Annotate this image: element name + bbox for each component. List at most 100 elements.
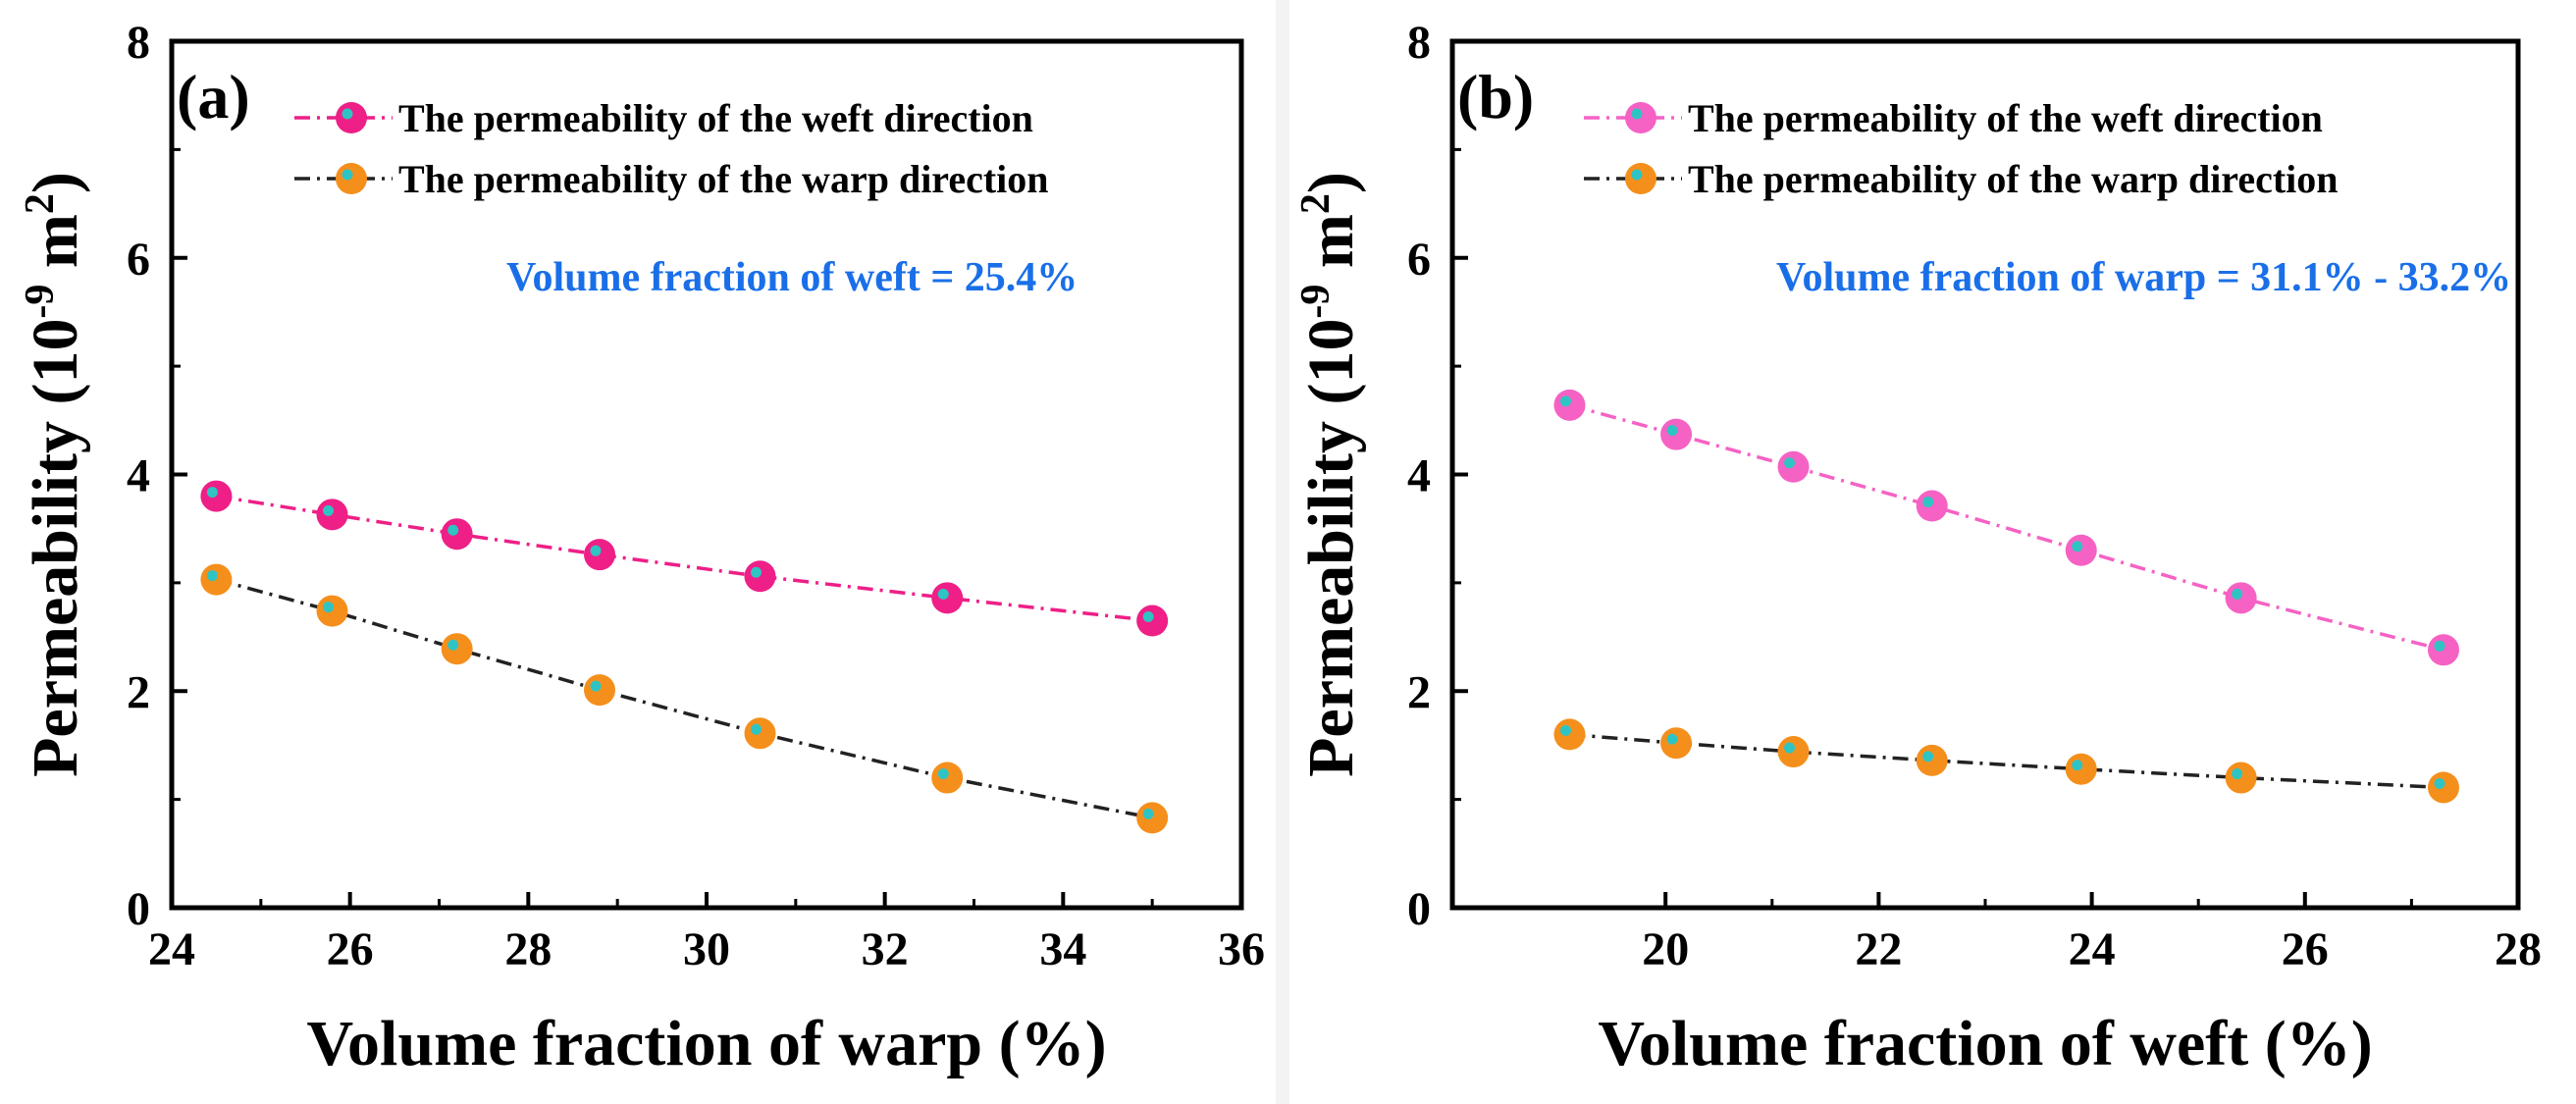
data-point-center <box>447 639 459 651</box>
data-point-center <box>937 768 949 780</box>
x-tick-label: 20 <box>1642 923 1689 975</box>
data-point-weft <box>2065 534 2097 566</box>
data-point-center <box>1666 733 1678 745</box>
y-axis-title: Permeability (10-9 m2) <box>18 172 91 777</box>
x-tick-label: 24 <box>148 923 195 975</box>
y-tick-label: 6 <box>127 234 150 286</box>
y-tick-label: 2 <box>127 666 150 718</box>
data-point-warp <box>200 563 233 596</box>
series-line-weft <box>216 494 1153 623</box>
y-tick-label: 8 <box>1407 17 1431 69</box>
series-line-weft <box>1568 403 2445 653</box>
x-axis-title: Volume fraction of warp (%) <box>306 1008 1106 1079</box>
data-point-center <box>2434 640 2445 652</box>
data-point-warp <box>1660 727 1693 760</box>
data-point-center <box>1922 497 1934 508</box>
data-point-weft <box>1660 418 1693 450</box>
data-point-warp <box>584 674 615 707</box>
legend-label: The permeability of the warp direction <box>1688 157 2339 201</box>
data-point-warp <box>1777 736 1810 768</box>
data-point-center <box>1559 724 1571 736</box>
data-point-center <box>323 504 334 516</box>
x-tick-label: 34 <box>1039 923 1086 975</box>
data-point-weft <box>2427 634 2459 666</box>
panel-label: (a) <box>177 62 250 131</box>
data-point-warp <box>1136 802 1169 834</box>
legend-marker <box>1625 102 1656 133</box>
legend-marker-center <box>1631 169 1643 181</box>
data-point-center <box>2434 777 2445 789</box>
data-point-center <box>206 570 218 582</box>
data-point-center <box>751 723 762 735</box>
data-point-weft <box>316 499 348 531</box>
data-point-center <box>2232 588 2243 600</box>
x-axis-title: Volume fraction of weft (%) <box>1598 1008 2372 1079</box>
x-tick-label: 22 <box>1855 923 1902 975</box>
legend-label: The permeability of the weft direction <box>1688 96 2323 140</box>
data-point-center <box>751 566 762 578</box>
data-point-center <box>1142 611 1154 623</box>
data-point-weft <box>1916 490 1948 522</box>
data-point-center <box>1142 808 1154 819</box>
legend-marker <box>336 163 367 194</box>
data-point-center <box>2072 760 2083 771</box>
data-point-center <box>2232 768 2243 780</box>
data-point-warp <box>316 595 348 627</box>
y-tick-label: 8 <box>127 17 150 69</box>
data-point-center <box>206 487 218 499</box>
data-point-warp <box>744 717 776 750</box>
panel-divider <box>1276 0 1289 1104</box>
data-point-warp <box>1553 718 1586 751</box>
data-point-weft <box>1136 605 1169 637</box>
annotation: Volume fraction of warp = 31.1% - 33.2% <box>1776 255 2511 300</box>
x-tick-label: 28 <box>2495 923 2542 975</box>
legend-marker <box>1625 163 1656 194</box>
y-axis-title: Permeability (10-9 m2) <box>1293 172 1367 777</box>
data-point-weft <box>584 539 615 571</box>
data-point-weft <box>200 480 233 512</box>
x-tick-label: 26 <box>327 923 374 975</box>
data-point-weft <box>744 560 776 593</box>
legend-marker-center <box>342 169 353 181</box>
data-point-center <box>1784 742 1796 754</box>
data-point-center <box>1784 457 1796 469</box>
data-point-weft <box>1553 389 1586 421</box>
legend-marker-center <box>342 108 353 120</box>
data-point-warp <box>1916 744 1948 776</box>
x-tick-label: 36 <box>1218 923 1265 975</box>
y-tick-label: 0 <box>1407 883 1431 935</box>
series-line-warp <box>215 577 1153 820</box>
y-tick-label: 2 <box>1407 666 1431 718</box>
series-line-warp <box>1569 732 2445 790</box>
data-point-center <box>1559 395 1571 407</box>
data-point-weft <box>931 582 964 614</box>
data-point-warp <box>441 633 473 665</box>
data-point-center <box>2072 541 2083 552</box>
y-tick-label: 0 <box>127 883 150 935</box>
legend-label: The permeability of the warp direction <box>398 157 1049 201</box>
data-point-warp <box>2065 753 2097 785</box>
legend-label: The permeability of the weft direction <box>398 96 1033 140</box>
data-point-warp <box>2225 762 2257 794</box>
panel-label: (b) <box>1457 62 1534 131</box>
data-point-weft <box>2225 582 2257 614</box>
legend-marker-center <box>1631 108 1643 120</box>
data-point-center <box>1922 751 1934 762</box>
data-point-center <box>590 680 602 692</box>
x-tick-label: 28 <box>504 923 552 975</box>
y-tick-label: 4 <box>127 450 150 502</box>
x-tick-label: 32 <box>862 923 909 975</box>
x-tick-label: 24 <box>2069 923 2116 975</box>
data-point-center <box>590 545 602 556</box>
x-tick-label: 26 <box>2282 923 2329 975</box>
data-point-warp <box>931 762 964 794</box>
data-point-weft <box>441 518 473 551</box>
annotation: Volume fraction of weft = 25.4% <box>506 255 1078 300</box>
x-tick-label: 30 <box>683 923 730 975</box>
data-point-center <box>447 524 459 536</box>
data-point-center <box>1666 425 1678 437</box>
y-tick-label: 4 <box>1407 450 1431 502</box>
